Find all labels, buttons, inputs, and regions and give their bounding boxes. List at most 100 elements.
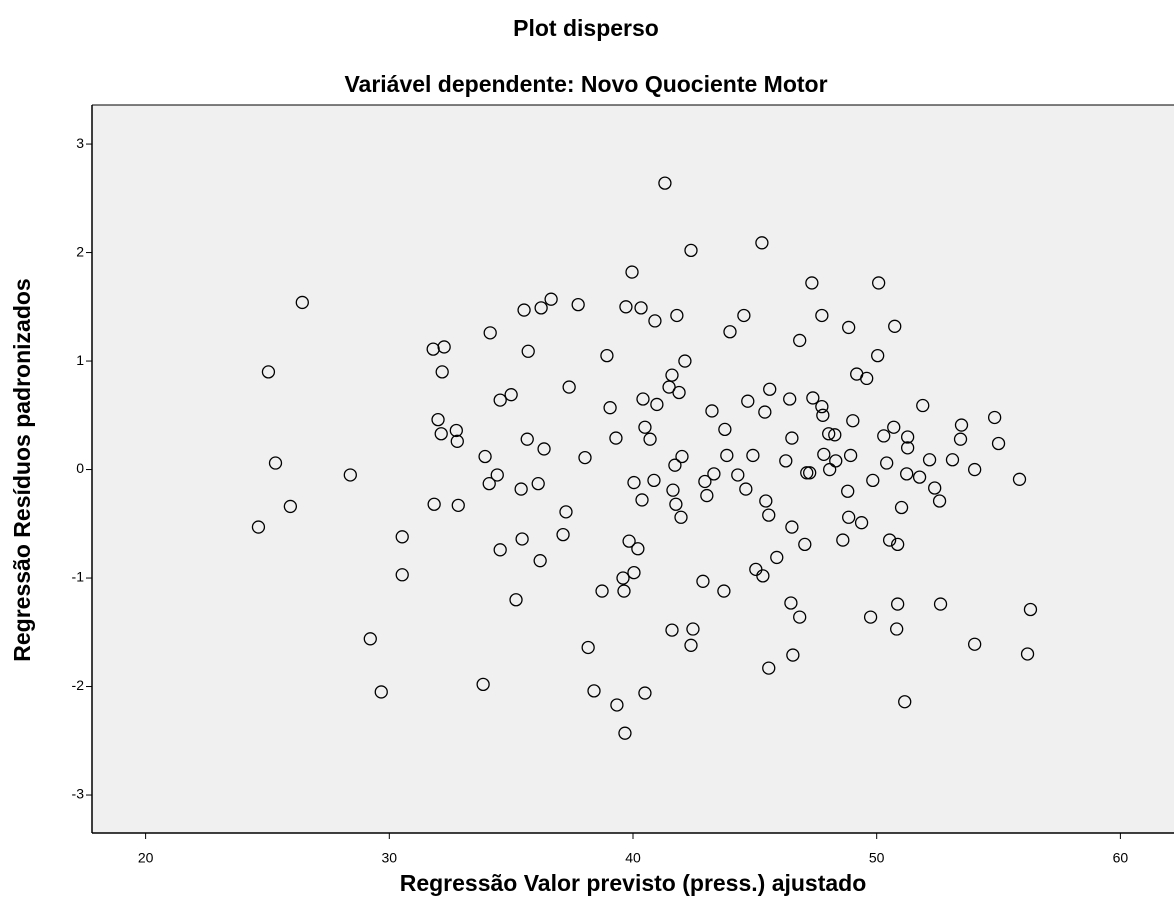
y-tick-label: 3 (76, 135, 84, 151)
point (482, 476, 496, 491)
point (665, 623, 679, 637)
point (571, 297, 585, 312)
point (900, 430, 915, 444)
point (860, 371, 874, 386)
point (261, 365, 276, 379)
point (731, 468, 745, 482)
point (627, 475, 641, 490)
point (758, 405, 772, 419)
point (435, 365, 449, 379)
point (854, 516, 869, 530)
point (434, 427, 448, 441)
point (635, 493, 649, 507)
point (625, 265, 639, 279)
point (762, 661, 776, 675)
point (670, 308, 684, 323)
point (514, 482, 528, 496)
point (762, 508, 776, 522)
point (720, 448, 734, 463)
point (806, 391, 820, 405)
point (295, 295, 309, 310)
point (815, 399, 829, 414)
point (669, 497, 683, 511)
chart-subtitle: Variável dependente: Novo Quociente Moto… (344, 71, 827, 97)
point (786, 648, 800, 662)
point (476, 677, 490, 692)
point (891, 597, 905, 611)
point (888, 319, 902, 333)
point (374, 685, 388, 699)
y-tick-label: 1 (76, 352, 84, 368)
chart-title: Plot disperso (513, 15, 659, 41)
point (636, 392, 650, 406)
point (890, 622, 904, 636)
y-tick-label: -2 (72, 677, 85, 693)
point (891, 537, 905, 552)
point (647, 473, 661, 488)
point (363, 632, 377, 646)
point (882, 533, 897, 547)
point (1023, 602, 1038, 617)
point (783, 392, 797, 406)
point (634, 301, 648, 315)
point (283, 499, 298, 514)
point (451, 498, 465, 512)
point (603, 401, 617, 415)
point (759, 494, 773, 508)
x-tick-label: 40 (625, 850, 641, 866)
point (987, 410, 1002, 425)
x-tick-label: 30 (382, 850, 398, 866)
point (846, 414, 860, 428)
point (991, 436, 1006, 451)
point (866, 473, 880, 488)
point (829, 454, 843, 468)
point (916, 398, 930, 413)
point (741, 394, 755, 408)
point (595, 584, 609, 598)
point (717, 584, 731, 598)
point (880, 456, 894, 470)
point (800, 466, 814, 480)
point (672, 385, 686, 400)
point (520, 432, 534, 446)
point (912, 470, 927, 484)
point (887, 420, 901, 434)
point (737, 308, 751, 323)
point (696, 574, 710, 588)
point (705, 404, 719, 418)
point (490, 468, 504, 482)
y-tick-label: -3 (72, 786, 85, 802)
point (815, 308, 829, 323)
point (932, 494, 947, 508)
point (933, 597, 948, 611)
point (648, 314, 662, 328)
point (556, 527, 570, 542)
point (922, 453, 937, 467)
point (609, 431, 623, 445)
point (698, 474, 712, 489)
point (779, 454, 793, 468)
point (723, 325, 737, 339)
point (493, 393, 507, 407)
y-tick-label: -1 (72, 569, 85, 585)
point (431, 412, 445, 427)
point (665, 368, 679, 382)
point (517, 303, 531, 317)
point (610, 698, 624, 712)
x-tick-label: 20 (138, 850, 154, 866)
point (617, 584, 631, 598)
point (674, 510, 688, 524)
point (953, 432, 968, 446)
point (521, 344, 535, 358)
point (871, 276, 886, 290)
point (684, 638, 698, 652)
point (483, 326, 497, 340)
point (707, 467, 721, 481)
point (718, 422, 732, 437)
point (968, 462, 982, 477)
point (843, 448, 858, 463)
point (945, 453, 960, 467)
point (785, 431, 799, 445)
